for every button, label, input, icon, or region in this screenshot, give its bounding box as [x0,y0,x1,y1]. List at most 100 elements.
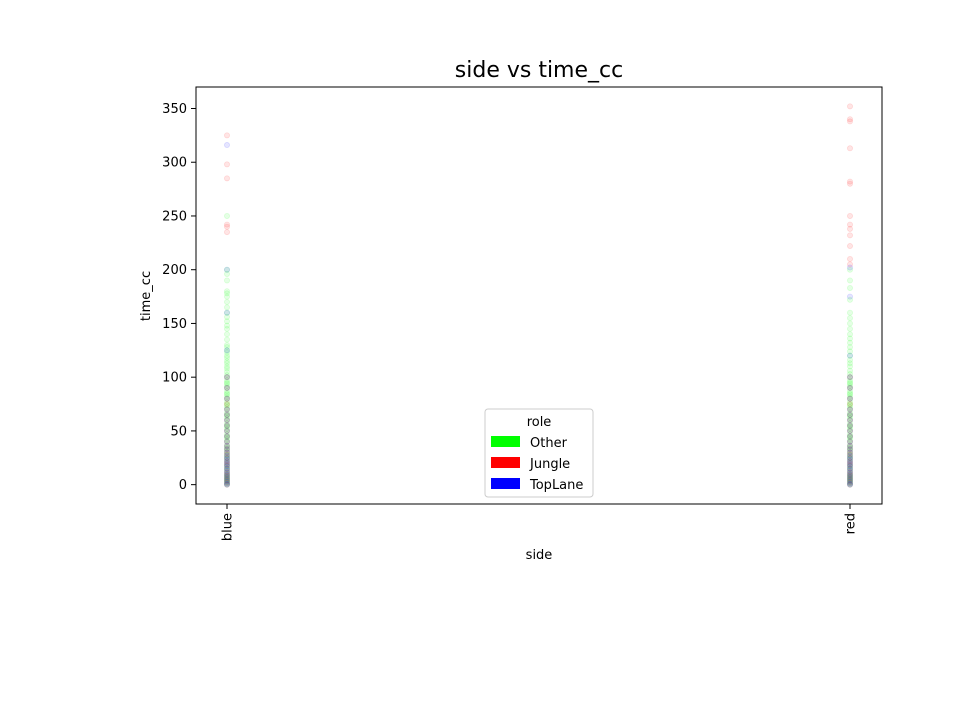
data-point-toplane-blue [223,459,230,466]
data-point-jungle-blue [223,446,230,453]
data-point-other-red [847,266,854,273]
data-point-other-red [847,422,854,429]
data-point-toplane-red [847,481,854,488]
data-point-other-blue [223,447,230,454]
data-point-toplane-red [847,417,854,424]
data-point-other-blue [223,344,230,351]
data-point-other-blue [223,433,230,440]
data-point-other-blue [223,412,230,419]
chart-title: side vs time_cc [455,58,623,83]
data-point-jungle-red [847,460,854,467]
data-point-jungle-blue [223,229,230,236]
data-point-jungle-blue [223,458,230,465]
x-axis: blue red [221,504,859,541]
data-point-other-red [847,380,854,387]
data-point-other-red [847,471,854,478]
data-point-other-red [847,402,854,409]
data-point-other-blue [223,363,230,370]
data-point-other-red [847,363,854,370]
data-point-toplane-blue [223,422,230,429]
data-point-toplane-red [847,352,854,359]
data-point-jungle-blue [223,401,230,408]
legend-title: role [527,415,552,430]
data-point-jungle-blue [223,475,230,482]
data-point-jungle-red [847,411,854,418]
data-point-toplane-blue [223,449,230,456]
data-point-other-blue [223,398,230,405]
data-point-other-red [847,325,854,332]
data-point-jungle-blue [223,175,230,182]
data-point-other-blue [223,479,230,486]
data-point-toplane-red [847,471,854,478]
data-point-jungle-blue [223,454,230,461]
data-point-jungle-blue [223,374,230,381]
data-point-other-blue [223,354,230,361]
data-point-toplane-blue [223,454,230,461]
data-point-other-red [847,395,854,402]
data-point-other-red [847,331,854,338]
data-point-jungle-blue [223,460,230,467]
data-point-jungle-red [847,255,854,262]
y-axis-label: time_cc [139,271,154,321]
data-point-other-blue [223,480,230,487]
data-point-other-blue [223,304,230,311]
data-point-other-red [847,360,854,367]
data-point-jungle-red [847,449,854,456]
data-point-other-blue [223,391,230,398]
data-point-other-blue [223,290,230,297]
data-point-other-blue [223,423,230,430]
y-axis: 0 50 100 150 200 250 300 350 [162,102,196,493]
data-point-other-red [847,445,854,452]
data-point-other-blue [223,411,230,418]
y-tick-label: 50 [170,424,187,439]
data-point-other-red [847,475,854,482]
data-point-toplane-red [847,406,854,413]
data-point-other-red [847,415,854,422]
data-point-other-blue [223,481,230,488]
data-point-other-red [847,320,854,327]
data-point-other-blue [223,288,230,295]
data-point-toplane-red [847,293,854,300]
data-point-other-red [847,370,854,377]
data-point-other-red [847,473,854,480]
data-point-other-red [847,390,854,397]
data-point-other-blue [223,420,230,427]
data-point-other-blue [223,393,230,400]
data-point-jungle-red [847,454,854,461]
data-point-other-blue [223,458,230,465]
data-point-other-red [847,401,854,408]
data-point-other-blue [223,477,230,484]
data-point-other-blue [223,298,230,305]
y-tick-label: 350 [162,102,187,117]
data-point-other-blue [223,476,230,483]
data-point-jungle-red [847,225,854,232]
data-point-toplane-blue [223,406,230,413]
data-point-toplane-blue [223,438,230,445]
data-point-other-blue [223,365,230,372]
data-point-other-blue [223,451,230,458]
data-point-other-blue [223,455,230,462]
data-point-toplane-blue [223,395,230,402]
data-point-toplane-red [847,264,854,271]
data-point-toplane-red [847,476,854,483]
data-point-jungle-red [847,442,854,449]
data-point-jungle-blue [223,465,230,472]
data-point-other-blue [223,347,230,354]
data-point-jungle-red [847,212,854,219]
data-point-jungle-blue [223,221,230,228]
data-point-other-blue [223,212,230,219]
data-point-jungle-blue [223,449,230,456]
plot-frame [195,86,883,505]
data-point-jungle-red [847,103,854,110]
data-point-jungle-red [847,116,854,123]
data-point-other-blue [223,470,230,477]
data-point-toplane-red [847,433,854,440]
data-point-toplane-red [847,461,854,468]
data-point-jungle-red [847,384,854,391]
data-point-jungle-blue [223,161,230,168]
data-point-toplane-red [847,467,854,474]
data-point-jungle-red [847,458,854,465]
data-point-other-blue [223,473,230,480]
data-point-jungle-blue [223,384,230,391]
